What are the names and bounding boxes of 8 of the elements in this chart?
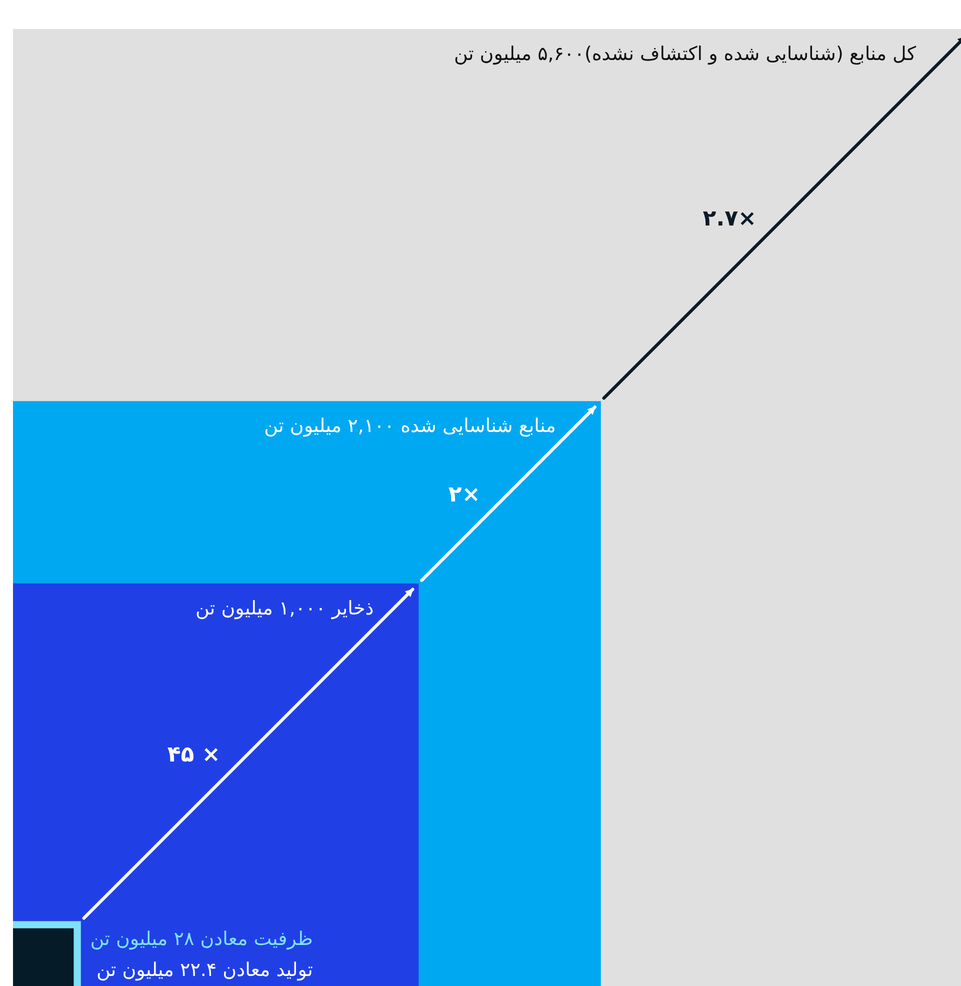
data-label: ذخایر ۱,۰۰۰ میلیون تن	[195, 597, 374, 620]
data-label: ظرفیت معادن ۲۸ میلیون تن	[90, 928, 313, 950]
text: × ۴۵	[167, 742, 220, 768]
data-label: منابع شناسایی شده ۲,۱۰۰ میلیون تن	[264, 415, 556, 438]
text: ×۲	[448, 482, 480, 508]
data-label: تولید معادن ۲۲.۴ میلیون تن	[96, 959, 313, 982]
text: ×۲.۷	[702, 206, 756, 232]
data-label: کل منابع (شناسایی شده و اکتشاف نشده)۵,۶۰۰ میلیون تن	[454, 43, 917, 65]
